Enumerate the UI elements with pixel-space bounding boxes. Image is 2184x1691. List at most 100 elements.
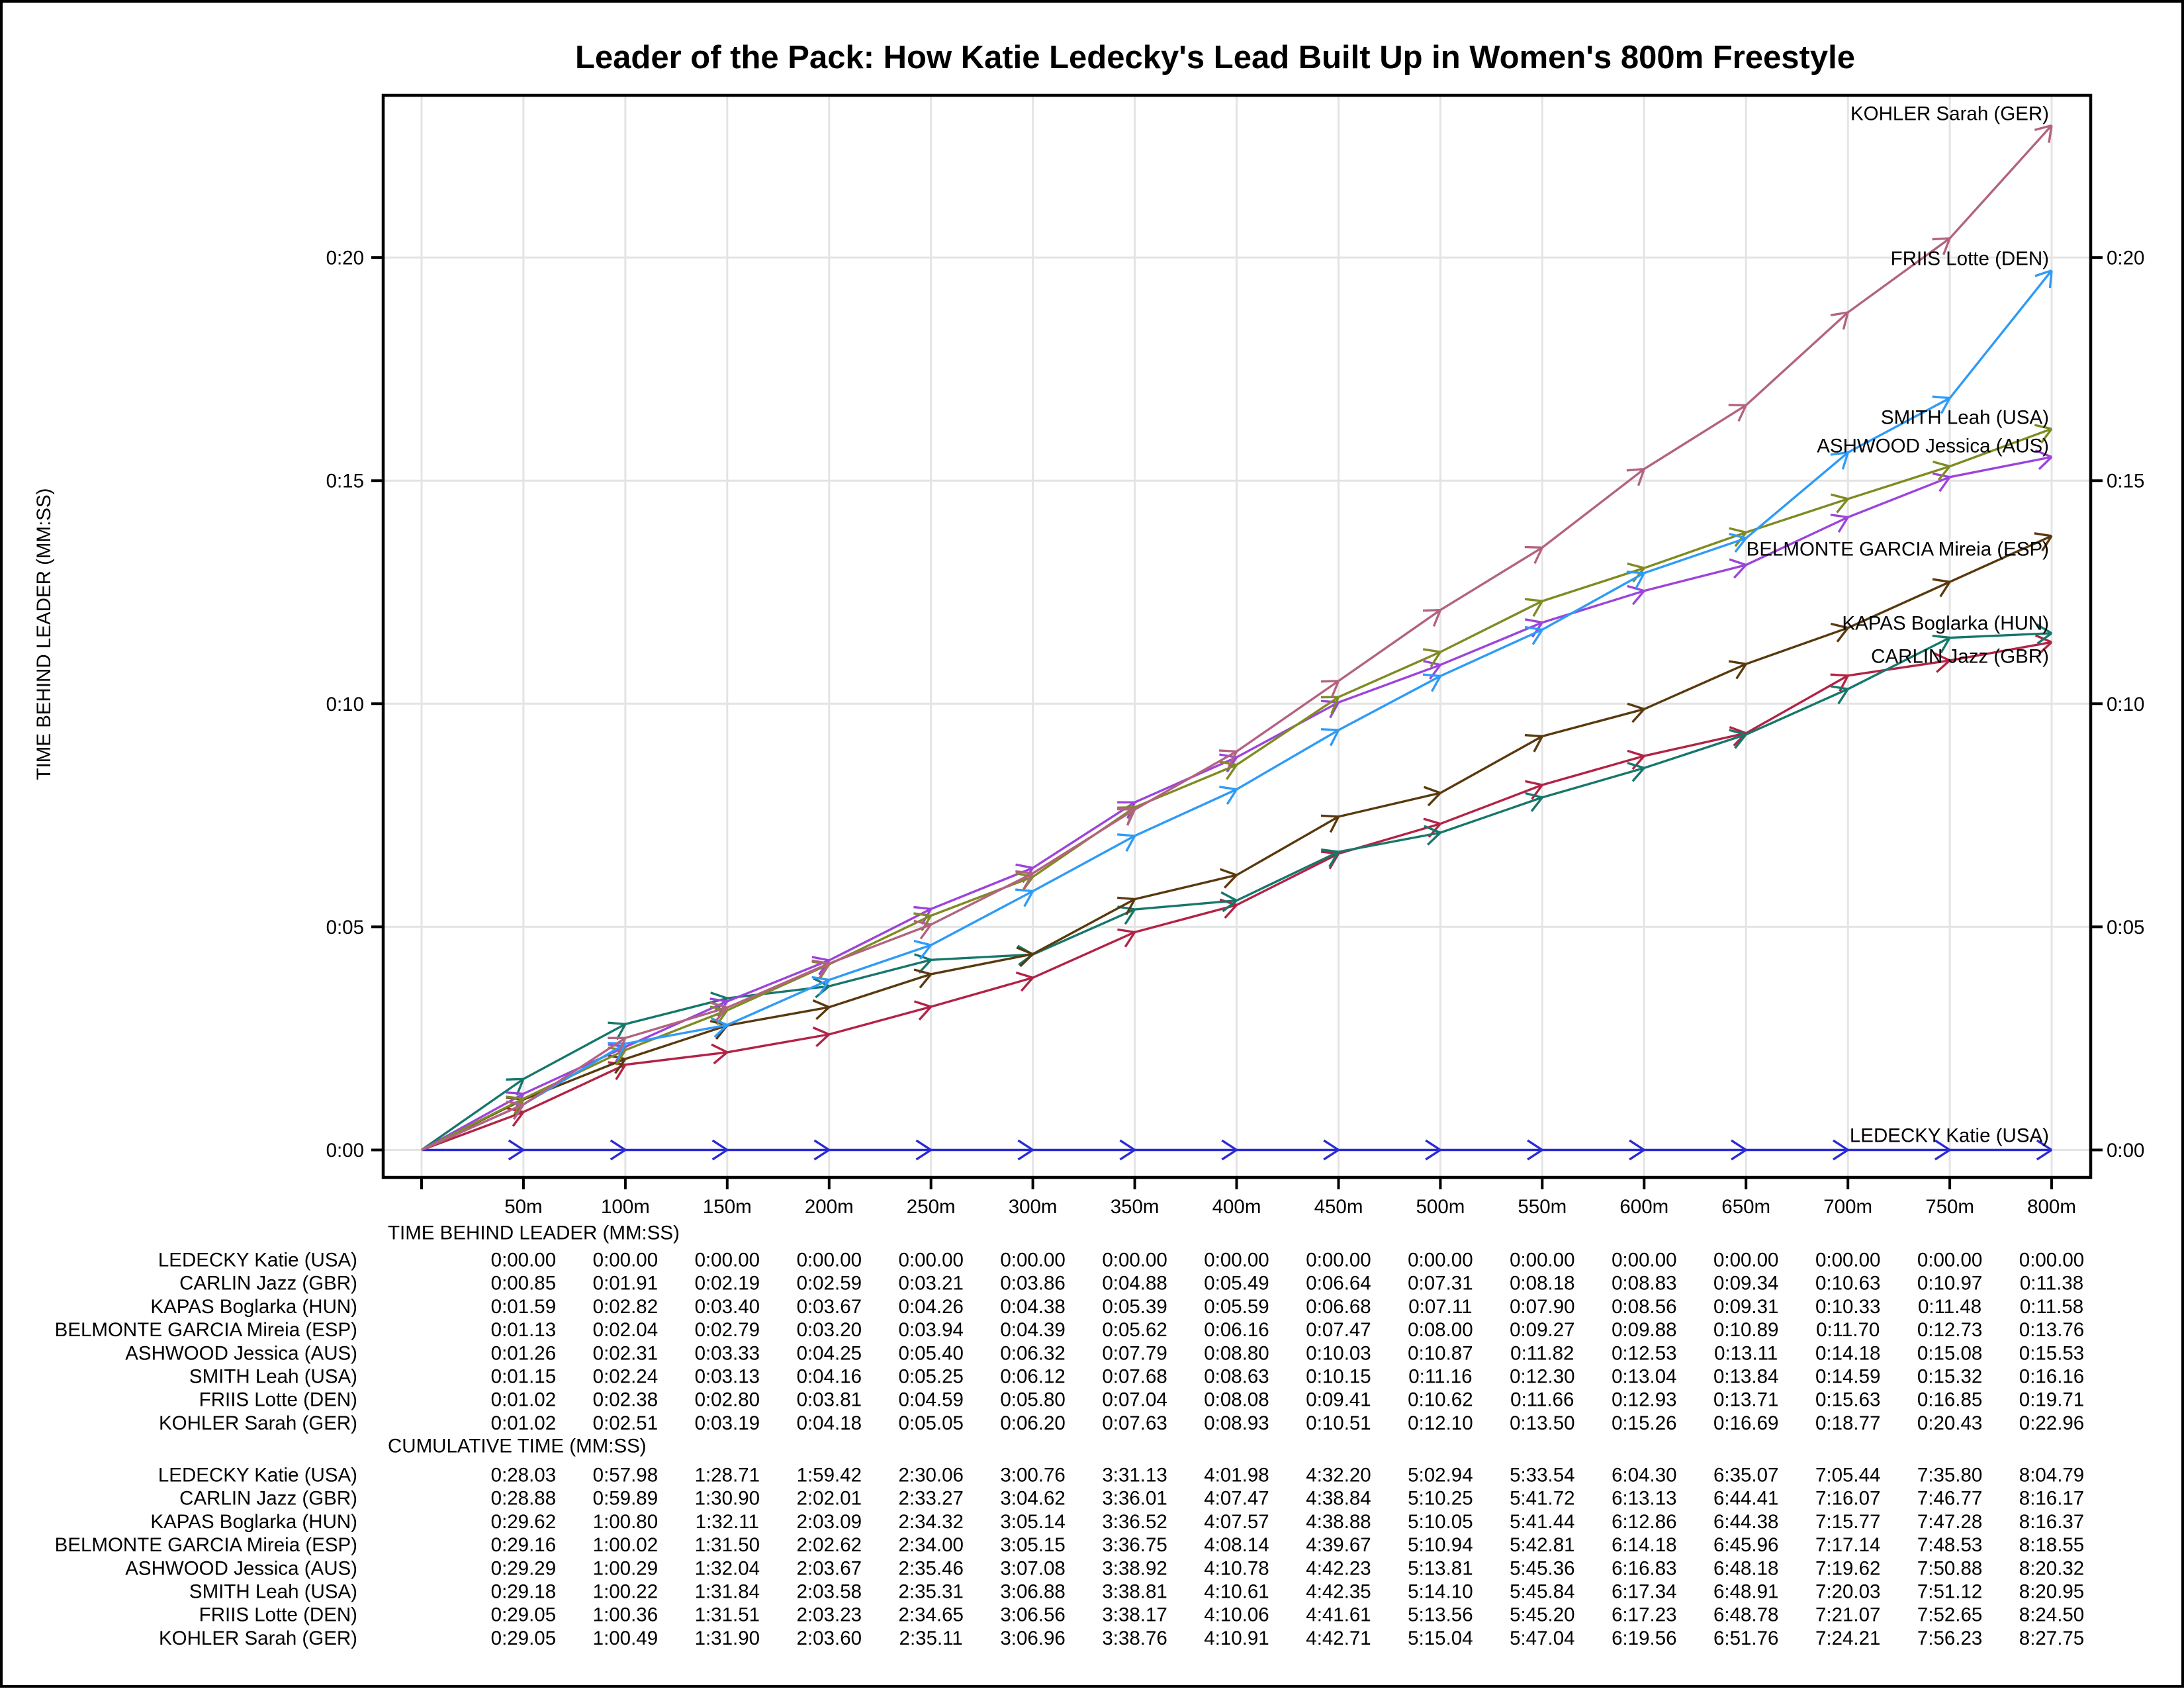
svg-text:600m: 600m	[1619, 1196, 1668, 1218]
svg-text:650m: 650m	[1721, 1196, 1770, 1218]
svg-text:6:44.41: 6:44.41	[1713, 1488, 1778, 1510]
svg-text:800m: 800m	[2027, 1196, 2076, 1218]
svg-text:2:03.67: 2:03.67	[797, 1557, 862, 1579]
svg-text:0:01.02: 0:01.02	[491, 1412, 556, 1434]
svg-text:0:03.21: 0:03.21	[898, 1273, 963, 1295]
svg-text:0:28.88: 0:28.88	[491, 1488, 556, 1510]
svg-text:6:51.76: 6:51.76	[1713, 1627, 1778, 1649]
svg-text:1:32.11: 1:32.11	[696, 1511, 759, 1533]
svg-text:CARLIN Jazz (GBR): CARLIN Jazz (GBR)	[179, 1488, 357, 1510]
svg-text:0:00.00: 0:00.00	[1815, 1250, 1880, 1271]
svg-text:1:28.71: 1:28.71	[695, 1465, 760, 1486]
svg-text:1:00.36: 1:00.36	[593, 1604, 658, 1626]
svg-text:FRIIS Lotte (DEN): FRIIS Lotte (DEN)	[199, 1604, 357, 1626]
svg-text:0:10.87: 0:10.87	[1408, 1342, 1473, 1364]
svg-text:0:11.38: 0:11.38	[2020, 1273, 2083, 1295]
svg-text:0:15: 0:15	[326, 471, 364, 492]
svg-text:0:02.38: 0:02.38	[593, 1389, 658, 1411]
svg-text:0:00.00: 0:00.00	[1408, 1250, 1473, 1271]
svg-text:7:50.88: 7:50.88	[1917, 1557, 1982, 1579]
svg-text:0:12.93: 0:12.93	[1612, 1389, 1676, 1411]
svg-text:0:09.31: 0:09.31	[1713, 1296, 1778, 1318]
svg-text:300m: 300m	[1009, 1196, 1058, 1218]
svg-text:ASHWOOD Jessica (AUS): ASHWOOD Jessica (AUS)	[1817, 435, 2049, 457]
svg-text:3:38.81: 3:38.81	[1102, 1581, 1167, 1603]
svg-text:0:03.67: 0:03.67	[797, 1296, 862, 1318]
svg-text:5:10.25: 5:10.25	[1408, 1488, 1473, 1510]
svg-text:0:02.31: 0:02.31	[593, 1342, 658, 1364]
svg-text:3:05.15: 3:05.15	[1000, 1534, 1065, 1556]
svg-text:7:51.12: 7:51.12	[1917, 1581, 1982, 1603]
svg-text:0:12.73: 0:12.73	[1917, 1319, 1982, 1341]
svg-text:TIME BEHIND LEADER (MM:SS): TIME BEHIND LEADER (MM:SS)	[388, 1222, 680, 1244]
svg-text:0:13.71: 0:13.71	[1713, 1389, 1778, 1411]
svg-text:0:07.63: 0:07.63	[1102, 1412, 1167, 1434]
svg-text:5:41.44: 5:41.44	[1510, 1511, 1574, 1533]
svg-text:TIME BEHIND LEADER (MM:SS): TIME BEHIND LEADER (MM:SS)	[33, 488, 55, 780]
svg-text:0:16.16: 0:16.16	[2019, 1366, 2084, 1388]
svg-text:7:35.80: 7:35.80	[1917, 1465, 1982, 1486]
svg-text:0:05: 0:05	[326, 917, 364, 938]
svg-text:0:12.30: 0:12.30	[1510, 1366, 1574, 1388]
svg-text:400m: 400m	[1212, 1196, 1261, 1218]
svg-text:7:56.23: 7:56.23	[1917, 1627, 1982, 1649]
svg-text:7:15.77: 7:15.77	[1815, 1511, 1880, 1533]
svg-text:4:38.88: 4:38.88	[1306, 1511, 1371, 1533]
svg-text:0:08.18: 0:08.18	[1510, 1273, 1574, 1295]
svg-text:3:36.75: 3:36.75	[1102, 1534, 1167, 1556]
svg-text:0:01.26: 0:01.26	[491, 1342, 556, 1364]
svg-text:0:10.89: 0:10.89	[1713, 1319, 1778, 1341]
svg-text:7:24.21: 7:24.21	[1815, 1627, 1880, 1649]
svg-text:0:29.18: 0:29.18	[491, 1581, 556, 1603]
svg-text:0:57.98: 0:57.98	[593, 1465, 658, 1486]
svg-text:2:03.23: 2:03.23	[797, 1604, 862, 1626]
svg-text:350m: 350m	[1111, 1196, 1160, 1218]
svg-text:2:34.32: 2:34.32	[898, 1511, 963, 1533]
svg-text:2:35.46: 2:35.46	[898, 1557, 963, 1579]
svg-text:4:08.14: 4:08.14	[1204, 1534, 1269, 1556]
svg-text:0:15.32: 0:15.32	[1917, 1366, 1982, 1388]
svg-text:0:29.29: 0:29.29	[491, 1557, 556, 1579]
svg-text:0:00.00: 0:00.00	[1612, 1250, 1676, 1271]
svg-text:0:09.27: 0:09.27	[1510, 1319, 1574, 1341]
svg-text:ASHWOOD Jessica (AUS): ASHWOOD Jessica (AUS)	[125, 1557, 357, 1579]
svg-text:0:02.80: 0:02.80	[695, 1389, 760, 1411]
svg-text:0:13.76: 0:13.76	[2019, 1319, 2084, 1341]
svg-text:2:03.58: 2:03.58	[797, 1581, 862, 1603]
svg-text:0:07.68: 0:07.68	[1102, 1366, 1167, 1388]
svg-text:0:13.11: 0:13.11	[1714, 1342, 1778, 1364]
svg-text:0:02.19: 0:02.19	[695, 1273, 760, 1295]
svg-text:700m: 700m	[1823, 1196, 1872, 1218]
svg-text:3:38.76: 3:38.76	[1102, 1627, 1167, 1649]
svg-text:7:16.07: 7:16.07	[1815, 1488, 1880, 1510]
svg-text:0:00.00: 0:00.00	[2019, 1250, 2084, 1271]
svg-text:CUMULATIVE TIME (MM:SS): CUMULATIVE TIME (MM:SS)	[388, 1436, 647, 1457]
svg-text:0:00.00: 0:00.00	[593, 1250, 658, 1271]
svg-text:CARLIN Jazz (GBR): CARLIN Jazz (GBR)	[179, 1273, 357, 1295]
svg-text:5:02.94: 5:02.94	[1408, 1465, 1473, 1486]
svg-text:8:04.79: 8:04.79	[2019, 1465, 2084, 1486]
svg-text:Leader of the Pack: How Katie: Leader of the Pack: How Katie Ledecky's …	[575, 40, 1855, 75]
svg-text:1:00.49: 1:00.49	[593, 1627, 658, 1649]
svg-text:4:10.61: 4:10.61	[1204, 1581, 1269, 1603]
svg-text:0:05.05: 0:05.05	[898, 1412, 963, 1434]
svg-text:0:15.08: 0:15.08	[1917, 1342, 1982, 1364]
svg-text:6:17.34: 6:17.34	[1612, 1581, 1676, 1603]
svg-text:6:44.38: 6:44.38	[1713, 1511, 1778, 1533]
svg-text:4:32.20: 4:32.20	[1306, 1465, 1371, 1486]
svg-text:2:02.01: 2:02.01	[797, 1488, 862, 1510]
svg-text:0:20: 0:20	[2107, 248, 2144, 269]
svg-text:SMITH Leah (USA): SMITH Leah (USA)	[1881, 407, 2049, 429]
svg-text:3:36.01: 3:36.01	[1102, 1488, 1167, 1510]
svg-text:0:11.70: 0:11.70	[1816, 1319, 1880, 1341]
svg-text:0:29.05: 0:29.05	[491, 1627, 556, 1649]
svg-text:0:16.85: 0:16.85	[1917, 1389, 1982, 1411]
svg-text:0:15.26: 0:15.26	[1612, 1412, 1676, 1434]
svg-text:7:21.07: 7:21.07	[1815, 1604, 1880, 1626]
svg-text:LEDECKY Katie (USA): LEDECKY Katie (USA)	[158, 1250, 357, 1271]
svg-text:0:00.00: 0:00.00	[1917, 1250, 1982, 1271]
svg-text:0:01.02: 0:01.02	[491, 1389, 556, 1411]
svg-text:CARLIN Jazz (GBR): CARLIN Jazz (GBR)	[1871, 646, 2049, 668]
svg-text:4:01.98: 4:01.98	[1204, 1465, 1269, 1486]
svg-text:0:08.63: 0:08.63	[1204, 1366, 1269, 1388]
